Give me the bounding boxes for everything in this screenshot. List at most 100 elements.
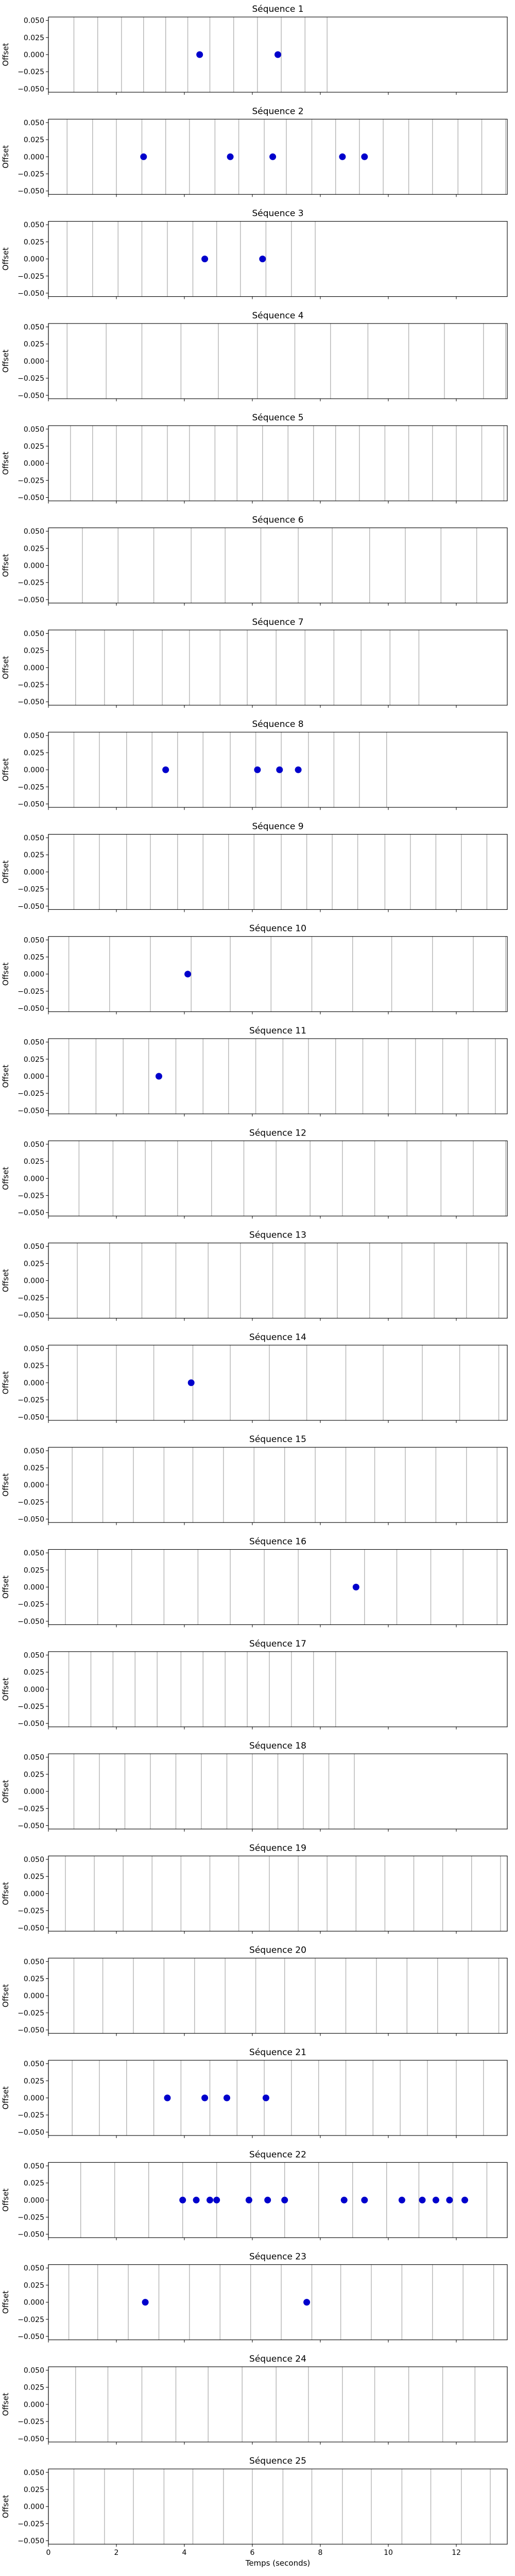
data-point xyxy=(224,2094,230,2102)
y-tick-label: 0.025 xyxy=(24,1873,44,1881)
data-point xyxy=(274,51,281,58)
y-tick-label: −0.050 xyxy=(18,1107,44,1115)
y-axis-label: Offset xyxy=(1,452,10,475)
data-point xyxy=(361,2196,368,2204)
plot-area xyxy=(48,2366,508,2443)
y-tick-label: 0.050 xyxy=(24,1651,44,1659)
y-tick-label: 0.050 xyxy=(24,1549,44,1557)
subplot-15: Séquence 15 0.050 0.025 0.000 −0.025 −0.050 Of… xyxy=(1,1434,508,1526)
y-tick-label: −0.050 xyxy=(18,2333,44,2341)
y-tick-label: 0.050 xyxy=(24,221,44,229)
y-axis-label: Offset xyxy=(1,2495,10,2518)
y-tick-label: −0.025 xyxy=(18,2111,44,2120)
chart-title: Séquence 20 xyxy=(249,1945,306,1956)
plot-area xyxy=(48,1549,508,1625)
data-point xyxy=(213,2196,220,2204)
y-tick-label: −0.050 xyxy=(18,1311,44,1319)
plot-area xyxy=(48,1855,508,1931)
y-tick-label: 0.025 xyxy=(24,1975,44,1984)
y-tick-label: 0.000 xyxy=(24,1992,44,2001)
plot-area xyxy=(48,834,508,910)
y-tick-label: −0.025 xyxy=(18,170,44,178)
x-tick-label: 10 xyxy=(384,2549,393,2557)
data-point xyxy=(269,153,277,160)
y-tick-label: 0.025 xyxy=(24,1260,44,1268)
y-tick-label: −0.050 xyxy=(18,290,44,298)
chart-title: Séquence 18 xyxy=(249,1741,306,1751)
y-tick-label: 0.050 xyxy=(24,119,44,127)
x-tick-label: 12 xyxy=(452,2549,461,2557)
chart-title: Séquence 16 xyxy=(249,1537,306,1547)
y-tick-label: 0.025 xyxy=(24,1771,44,1779)
chart-title: Séquence 24 xyxy=(249,2354,306,2364)
y-tick-label: 0.000 xyxy=(24,51,44,59)
y-tick-label: −0.025 xyxy=(18,1294,44,1302)
data-point xyxy=(276,766,283,773)
subplot-9: Séquence 9 0.050 0.025 0.000 −0.025 −0.050 Off… xyxy=(1,821,508,912)
y-tick-label: −0.025 xyxy=(18,1601,44,1609)
x-tick-label: 0 xyxy=(46,2549,51,2557)
y-tick-label: −0.050 xyxy=(18,188,44,196)
data-point xyxy=(184,971,192,978)
x-tick-label: 8 xyxy=(318,2549,323,2557)
y-tick-label: 0.000 xyxy=(24,868,44,876)
plot-area xyxy=(48,1038,508,1114)
y-tick-label: 0.000 xyxy=(24,1073,44,1081)
plot-area xyxy=(48,1958,508,2034)
chart-title: Séquence 22 xyxy=(249,2149,306,2160)
y-tick-label: 0.000 xyxy=(24,1175,44,1183)
y-tick-label: −0.050 xyxy=(18,392,44,400)
data-point xyxy=(432,2196,439,2204)
y-axis-label: Offset xyxy=(1,145,10,168)
y-tick-label: 0.050 xyxy=(24,2060,44,2069)
data-point xyxy=(303,2299,311,2306)
subplot-14: Séquence 14 0.050 0.025 0.000 −0.025 −0.050 Of… xyxy=(1,1332,508,1423)
y-tick-label: 0.050 xyxy=(24,1447,44,1455)
y-tick-label: −0.025 xyxy=(18,783,44,791)
y-tick-label: 0.000 xyxy=(24,460,44,468)
y-tick-label: 0.025 xyxy=(24,34,44,42)
y-tick-label: −0.025 xyxy=(18,2009,44,2018)
y-tick-label: 0.050 xyxy=(24,630,44,638)
subplot-13: Séquence 13 0.050 0.025 0.000 −0.025 −0.050 Of… xyxy=(1,1230,508,1321)
y-tick-label: 0.000 xyxy=(24,664,44,672)
subplot-5: Séquence 5 0.050 0.025 0.000 −0.025 −0.050 Off… xyxy=(1,413,508,504)
y-tick-label: −0.025 xyxy=(18,1805,44,1813)
data-point xyxy=(179,2196,186,2204)
data-point xyxy=(156,1073,162,1080)
y-tick-label: 0.050 xyxy=(24,324,44,332)
y-tick-label: −0.050 xyxy=(18,2128,44,2137)
chart-title: Séquence 11 xyxy=(249,1026,306,1036)
y-tick-label: −0.050 xyxy=(18,800,44,808)
subplot-1: Séquence 1 0.050 0.025 0.000 −0.025 −0.050 Off… xyxy=(1,4,508,95)
chart-title: Séquence 25 xyxy=(249,2456,306,2466)
y-axis-label: Offset xyxy=(1,1269,10,1292)
y-tick-label: −0.050 xyxy=(18,596,44,604)
subplot-16: Séquence 16 0.050 0.025 0.000 −0.025 −0.050 Of… xyxy=(1,1537,508,1628)
y-tick-label: −0.025 xyxy=(18,681,44,689)
data-point xyxy=(259,256,266,263)
data-point xyxy=(196,51,203,58)
y-tick-label: 0.050 xyxy=(24,1856,44,1864)
y-tick-label: −0.050 xyxy=(18,1209,44,1217)
subplot-23: Séquence 23 0.050 0.025 0.000 −0.025 −0.050 Of… xyxy=(1,2252,508,2343)
chart-title: Séquence 8 xyxy=(252,719,303,730)
y-tick-label: 0.050 xyxy=(24,1243,44,1251)
data-point xyxy=(142,2299,149,2306)
data-point xyxy=(207,2196,213,2204)
y-tick-label: −0.025 xyxy=(18,1498,44,1506)
data-point xyxy=(340,2196,348,2204)
y-tick-label: 0.025 xyxy=(24,136,44,144)
chart-title: Séquence 7 xyxy=(252,617,303,628)
y-axis-label: Offset xyxy=(1,349,10,372)
y-tick-label: 0.025 xyxy=(24,1669,44,1677)
y-tick-label: 0.025 xyxy=(24,545,44,553)
y-axis-label: Offset xyxy=(1,1780,10,1803)
y-tick-label: −0.050 xyxy=(18,494,44,502)
y-tick-label: 0.025 xyxy=(24,2486,44,2494)
y-tick-label: −0.025 xyxy=(18,1192,44,1200)
chart-title: Séquence 3 xyxy=(252,209,303,219)
y-tick-label: 0.050 xyxy=(24,2162,44,2171)
y-tick-label: 0.050 xyxy=(24,528,44,536)
